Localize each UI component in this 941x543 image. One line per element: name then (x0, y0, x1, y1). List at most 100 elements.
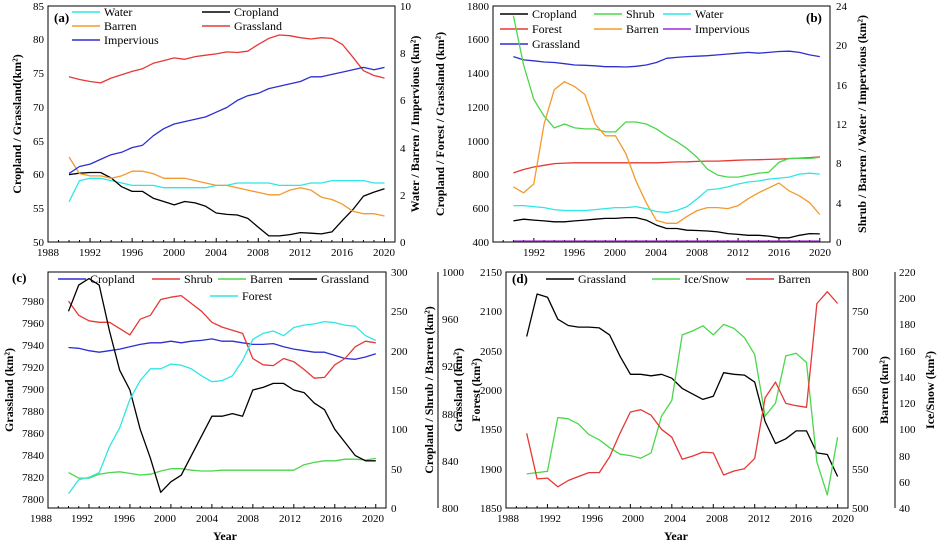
series-line-ice-snow (526, 323, 839, 496)
y-tick-label: 0 (836, 237, 842, 249)
series-line-impervious (68, 66, 385, 175)
panel-d-ylabel-right: Barren (km²) (877, 356, 891, 424)
y-tick-label: 80 (33, 34, 45, 46)
y-tick-label: 85 (33, 1, 45, 13)
y-tick-label: 100 (899, 424, 916, 436)
panel-a-frame (47, 5, 396, 243)
y-tick-label: 300 (391, 267, 408, 279)
panel-b-ylabel-left: Cropland / Forest / Grassland (km²) (433, 32, 447, 216)
y-tick-label: 8 (836, 158, 842, 170)
y-tick-label: 7980 (22, 296, 45, 308)
y-tick-label: 200 (391, 346, 408, 358)
panel-a-legend: Water Cropland Barren Grassland Impervio… (72, 5, 282, 47)
legend-label-water: Water (695, 7, 723, 21)
y-tick-label: 16 (836, 80, 848, 92)
panel-c-label: (c) (12, 270, 26, 285)
panel-c-legend: Cropland Shrub Barren Grassland Forest (58, 272, 369, 303)
panel-a-ylabel-right: Water / Barren / Impervious (km²) (408, 36, 422, 213)
y-tick-label: 4 (836, 198, 842, 210)
legend-label-forest: Forest (242, 289, 273, 303)
panel-c-yticks-right2: 800 840 880 920 960 1000 (437, 267, 465, 515)
x-tick-label: 2000 (163, 247, 186, 259)
y-tick-label: 220 (899, 267, 916, 279)
y-tick-label: 80 (899, 451, 911, 463)
y-tick-label: 65 (33, 136, 45, 148)
series-line-cropland (513, 216, 820, 239)
y-tick-label: 0 (391, 503, 397, 515)
x-tick-label: 2012 (289, 247, 311, 259)
legend-label-impervious: Impervious (695, 22, 750, 36)
series-line-shrub (67, 294, 376, 379)
panel-b-label: (b) (806, 10, 822, 25)
y-tick-label: 800 (852, 267, 869, 279)
panel-c-ylabel-right2: Forest (km²) (469, 358, 483, 422)
series-line-shrub (512, 15, 820, 178)
x-tick-label: 2000 (154, 513, 177, 525)
panel-d-yticks-left: 1850 1900 1950 2000 2050 2100 2150 (480, 267, 503, 515)
panel-d-yticks-right2: 40 60 80 100 120 140 160 180 200 220 (894, 267, 916, 515)
y-tick-label: 400 (473, 237, 490, 249)
x-tick-label: 1988 (497, 513, 520, 525)
x-tick-label: 2008 (686, 247, 709, 259)
y-tick-label: 60 (33, 169, 45, 181)
y-tick-label: 10 (400, 1, 412, 13)
series-line-grassland (67, 277, 376, 493)
y-tick-label: 55 (33, 203, 45, 215)
x-tick-label: 1992 (71, 513, 93, 525)
panel-c-xticks: 1988 1992 1996 2000 2004 2008 2012 2016 … (30, 513, 385, 525)
legend-label-shrub: Shrub (626, 7, 655, 21)
y-tick-label: 7920 (22, 362, 45, 374)
y-tick-label: 2100 (480, 306, 503, 318)
x-tick-label: 2008 (706, 513, 729, 525)
panel-b-ylabel-right: Shrub / Barren / Water / Impervious (km²… (855, 15, 869, 233)
legend-label-grassland: Grassland (532, 37, 580, 51)
y-tick-label: 7960 (22, 318, 45, 330)
y-tick-label: 1950 (480, 424, 503, 436)
panel-d-yticks-right: 500 550 600 650 700 750 800 (852, 267, 869, 515)
panel-d-series (505, 291, 849, 508)
y-tick-label: 2 (400, 190, 406, 202)
y-tick-label: 50 (391, 464, 403, 476)
y-tick-label: 1900 (480, 464, 503, 476)
y-tick-label: 7860 (22, 428, 45, 440)
x-tick-label: 2000 (622, 513, 645, 525)
y-tick-label: 140 (899, 372, 916, 384)
panel-b: (b) Cropland / Forest / Grassland (km²) … (433, 1, 869, 259)
y-tick-label: 2150 (480, 267, 503, 279)
y-tick-label: 20 (836, 40, 848, 52)
legend-label-cropland: Cropland (532, 7, 577, 21)
panel-a-series (47, 34, 396, 242)
y-tick-label: 75 (33, 68, 45, 80)
x-tick-label: 1988 (30, 513, 53, 525)
y-tick-label: 100 (391, 424, 408, 436)
legend-label-barren: Barren (778, 272, 811, 286)
panel-a-xticks: 1988 1992 1996 2000 2004 2008 2012 2016 … (37, 247, 396, 259)
y-tick-label: 70 (33, 102, 45, 114)
x-tick-label: 2004 (205, 247, 228, 259)
y-tick-label: 750 (852, 306, 869, 318)
y-tick-label: 2000 (480, 385, 503, 397)
x-tick-label: 1996 (581, 513, 604, 525)
y-tick-label: 6 (400, 95, 406, 107)
legend-label-barren: Barren (626, 22, 659, 36)
x-tick-label: 2012 (727, 247, 749, 259)
panel-d-xticks: 1988 1992 1996 2000 2004 2008 2012 2016 … (497, 513, 855, 525)
series-line-forest (67, 320, 377, 495)
x-tick-label: 2008 (247, 247, 270, 259)
y-tick-label: 700 (852, 346, 869, 358)
y-tick-label: 1200 (467, 102, 490, 114)
x-tick-label: 1996 (121, 247, 144, 259)
y-tick-label: 1850 (480, 503, 503, 515)
series-line-barren (68, 156, 385, 217)
panel-a-ylabel-left: Cropland / Grassland(km²) (10, 54, 24, 193)
panel-a-yticks-left: 50 55 60 65 70 75 80 85 (33, 1, 45, 249)
panel-b-yticks-right: 0 4 8 12 16 20 24 (836, 1, 848, 249)
y-tick-label: 60 (899, 477, 911, 489)
series-line-barren (526, 291, 839, 488)
y-tick-label: 8 (400, 48, 406, 60)
legend-label-cropland: Cropland (234, 5, 279, 19)
x-tick-label: 1992 (523, 247, 545, 259)
x-tick-label: 1988 (37, 247, 60, 259)
panel-c-yticks-left: 7800 7820 7840 7860 7880 7900 7920 7940 … (22, 296, 45, 506)
